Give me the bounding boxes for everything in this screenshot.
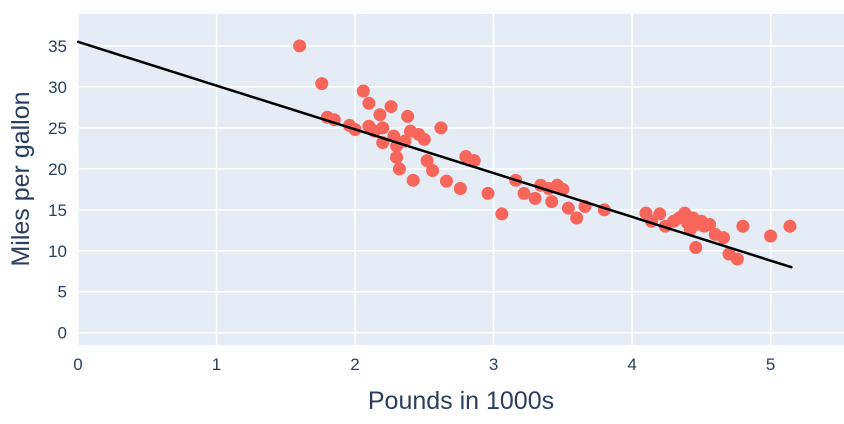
data-point	[315, 77, 329, 91]
data-point	[653, 207, 667, 221]
data-point	[434, 121, 448, 135]
y-axis-title: Miles per gallon	[7, 91, 35, 267]
y-tick-label: 30	[48, 78, 67, 97]
data-point	[481, 186, 495, 200]
x-tick-label: 1	[212, 355, 221, 374]
x-tick-label: 3	[489, 355, 498, 374]
data-point	[406, 173, 420, 187]
data-point	[356, 84, 370, 98]
x-tick-label: 5	[766, 355, 775, 374]
data-point	[293, 39, 307, 53]
y-tick-label: 35	[48, 37, 67, 56]
y-tick-label: 15	[48, 201, 67, 220]
data-point	[439, 174, 453, 188]
data-point	[420, 154, 434, 168]
data-point	[392, 162, 406, 176]
y-tick-label: 25	[48, 119, 67, 138]
data-point	[716, 231, 730, 245]
plot-background	[78, 14, 844, 345]
data-point	[689, 241, 703, 255]
data-point	[517, 186, 531, 200]
data-point	[528, 191, 542, 205]
data-point	[453, 182, 467, 196]
x-tick-label: 4	[627, 355, 636, 374]
regression-line	[76, 40, 793, 269]
data-point	[570, 211, 584, 225]
data-point	[467, 154, 481, 168]
data-point	[545, 195, 559, 209]
data-point	[764, 229, 778, 243]
data-point	[401, 109, 415, 123]
data-point	[362, 96, 376, 110]
y-tick-label: 5	[58, 283, 67, 302]
data-point	[495, 207, 509, 221]
data-point	[556, 182, 570, 196]
x-tick-label: 2	[350, 355, 359, 374]
y-tick-label: 10	[48, 242, 67, 261]
data-point	[783, 219, 797, 233]
data-point	[417, 132, 431, 146]
data-point	[376, 121, 390, 135]
data-point	[736, 219, 750, 233]
y-tick-label: 20	[48, 160, 67, 179]
x-axis-title: Pounds in 1000s	[367, 387, 555, 415]
x-tick-label: 0	[73, 355, 82, 374]
data-point	[390, 150, 404, 164]
data-point	[384, 100, 398, 114]
data-point	[730, 252, 744, 266]
y-tick-label: 0	[58, 324, 67, 343]
data-point	[426, 163, 440, 177]
data-point	[703, 218, 717, 232]
data-point	[373, 108, 387, 122]
data-point	[561, 201, 575, 215]
